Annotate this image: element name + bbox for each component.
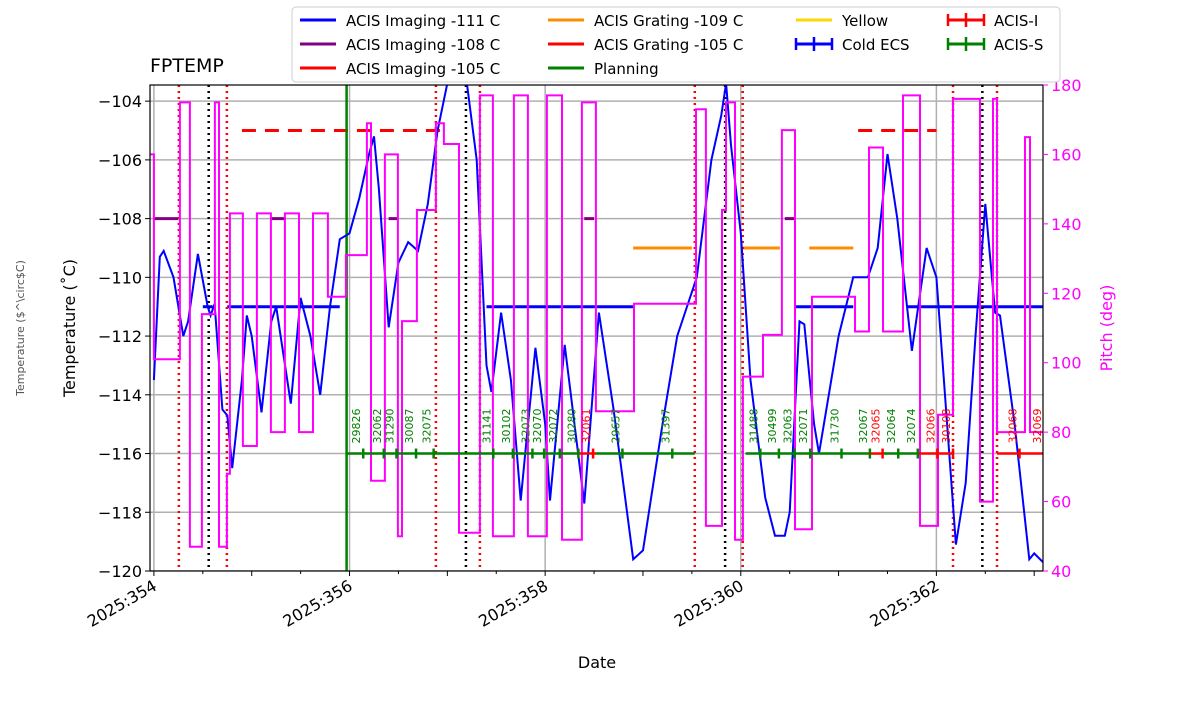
- obsid-label: 31397: [659, 409, 672, 444]
- temperature-line: [152, 85, 1043, 563]
- y2-tick-label: 140: [1051, 215, 1082, 234]
- obsid-label: 30499: [766, 409, 779, 444]
- y-tick-label: −106: [98, 151, 142, 170]
- obsid-label: 32069: [1031, 409, 1044, 444]
- x-tick-label: 2025:354: [84, 576, 160, 631]
- obsid-label: 32066: [924, 409, 937, 444]
- y-tick-label: −104: [98, 92, 142, 111]
- y2-tick-label: 120: [1051, 284, 1082, 303]
- y2-tick-label: 80: [1051, 423, 1071, 442]
- legend-label: ACIS-S: [994, 36, 1043, 54]
- y-tick-label: −118: [98, 503, 142, 522]
- obsid-label: 32065: [870, 409, 883, 444]
- x-axis-label: Date: [578, 653, 616, 672]
- legend-label: ACIS Grating -109 C: [594, 12, 743, 30]
- x-tick-label: 2025:362: [867, 576, 943, 631]
- y-axis-label-source: Temperature ($^\circ$C): [14, 260, 27, 397]
- obsid-label: 32062: [371, 409, 384, 444]
- obsid-label: 32070: [531, 409, 544, 444]
- legend-label: Planning: [594, 60, 659, 78]
- x-tick-label: 2025:356: [280, 576, 356, 631]
- obsid-label: 31290: [383, 409, 396, 444]
- legend-label: ACIS Grating -105 C: [594, 36, 743, 54]
- obsid-label: 31730: [829, 409, 842, 444]
- obsid-label: 29826: [350, 409, 363, 444]
- obsid-label: 30280: [565, 409, 578, 444]
- legend-label: Yellow: [841, 12, 888, 30]
- y-tick-label: −108: [98, 210, 142, 229]
- x-tick-label: 2025:360: [671, 576, 747, 631]
- obsid-label: 32074: [905, 409, 918, 444]
- y-axis-label: Temperature (˚C): [60, 259, 79, 398]
- y2-tick-label: 40: [1051, 562, 1071, 581]
- obsid-label: 32061: [580, 409, 593, 444]
- legend-label: ACIS Imaging -108 C: [346, 36, 500, 54]
- obsid-label: 32075: [421, 409, 434, 444]
- y-tick-label: −120: [98, 562, 142, 581]
- obsid-label: 32071: [797, 409, 810, 444]
- pitch-line: [150, 94, 1043, 548]
- y-tick-label: −112: [98, 327, 142, 346]
- obsid-label: 32073: [519, 409, 532, 444]
- plot-area: [150, 85, 1043, 571]
- legend-box: [291, 6, 1061, 83]
- legend-label: ACIS Imaging -105 C: [346, 60, 500, 78]
- y-tick-label: −114: [98, 386, 142, 405]
- obsid-label: 30087: [403, 409, 416, 444]
- obsid-label: 32064: [885, 409, 898, 444]
- obsid-label: 32072: [547, 409, 560, 444]
- obsid-label: 29657: [609, 409, 622, 444]
- obsid-label: 31488: [747, 409, 760, 444]
- y2-tick-label: 100: [1051, 354, 1082, 373]
- obsid-label: 30102: [500, 409, 513, 444]
- y2-axis-label: Pitch (deg): [1097, 285, 1116, 372]
- obsid-label: 31141: [480, 409, 493, 444]
- chart-title: FPTEMP: [150, 55, 224, 77]
- legend-label: ACIS Imaging -111 C: [346, 12, 500, 30]
- legend-label: Cold ECS: [842, 36, 910, 54]
- obsid-label: 32067: [857, 409, 870, 444]
- y2-tick-label: 160: [1051, 145, 1082, 164]
- obsid-label: 32068: [1007, 409, 1020, 444]
- x-tick-label: 2025:358: [475, 576, 551, 631]
- y-tick-label: −116: [98, 445, 142, 464]
- plot-frame: [149, 84, 1044, 572]
- legend: ACIS Imaging -111 C ACIS Imaging -108 C AC…: [291, 6, 1061, 83]
- y-tick-label: −110: [98, 268, 142, 287]
- obsid-label: 30108: [940, 409, 953, 444]
- y2-tick-label: 60: [1051, 493, 1071, 512]
- obsid-label: 32063: [782, 409, 795, 444]
- legend-label: ACIS-I: [994, 12, 1038, 30]
